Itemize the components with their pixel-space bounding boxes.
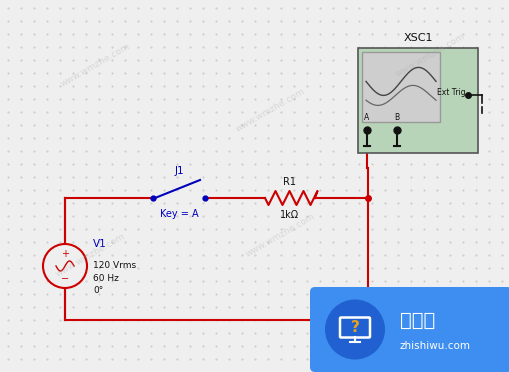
Text: 知识屋: 知识屋: [399, 311, 434, 330]
Text: www.wmzhe.com: www.wmzhe.com: [233, 86, 305, 134]
Circle shape: [43, 244, 87, 288]
Text: ?: ?: [350, 320, 359, 335]
Text: J1: J1: [174, 166, 183, 176]
Text: 60 Hz: 60 Hz: [93, 274, 119, 283]
Text: www.wmzhe.com: www.wmzhe.com: [393, 32, 465, 78]
Text: V1: V1: [93, 239, 106, 249]
Text: 1kΩ: 1kΩ: [280, 210, 299, 220]
Text: C1: C1: [371, 306, 384, 316]
Text: R1: R1: [283, 177, 296, 187]
Text: www.wmzhe.com: www.wmzhe.com: [243, 211, 316, 259]
FancyBboxPatch shape: [309, 287, 509, 372]
Bar: [361, 52, 439, 122]
Text: Ext Trig: Ext Trig: [437, 87, 465, 96]
Text: A: A: [363, 113, 369, 122]
Text: −: −: [61, 274, 69, 284]
Text: 0°: 0°: [93, 286, 103, 295]
Circle shape: [324, 299, 384, 359]
Text: 120 Vrms: 120 Vrms: [93, 261, 136, 270]
Text: www.wmzhe.com: www.wmzhe.com: [53, 231, 126, 279]
Text: B: B: [393, 113, 399, 122]
Text: Key = A: Key = A: [159, 209, 198, 219]
Text: XSC1: XSC1: [403, 33, 432, 43]
Text: zhishiwu.com: zhishiwu.com: [399, 341, 470, 351]
Bar: [357, 48, 477, 153]
Text: +: +: [61, 249, 69, 259]
Text: www.wmzhe.com: www.wmzhe.com: [59, 41, 131, 89]
